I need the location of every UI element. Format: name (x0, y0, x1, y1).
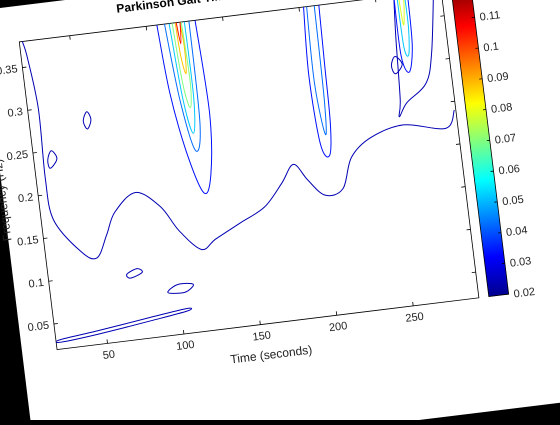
x-tick-label: 250 (405, 311, 425, 325)
x-tick-label: 100 (176, 339, 196, 353)
x-tick-label: 50 (102, 349, 116, 362)
colorbar-tick-label: 0.1 (483, 41, 500, 55)
x-tick-label: 150 (252, 329, 272, 343)
x-tick-label: 200 (328, 320, 348, 334)
colorbar-tick-label: 0.11 (479, 9, 501, 23)
plot-frame (19, 0, 479, 350)
y-tick-label: 0.3 (7, 106, 24, 120)
y-tick-label: 0.1 (28, 277, 45, 291)
y-tick-label: 0.2 (17, 191, 34, 205)
